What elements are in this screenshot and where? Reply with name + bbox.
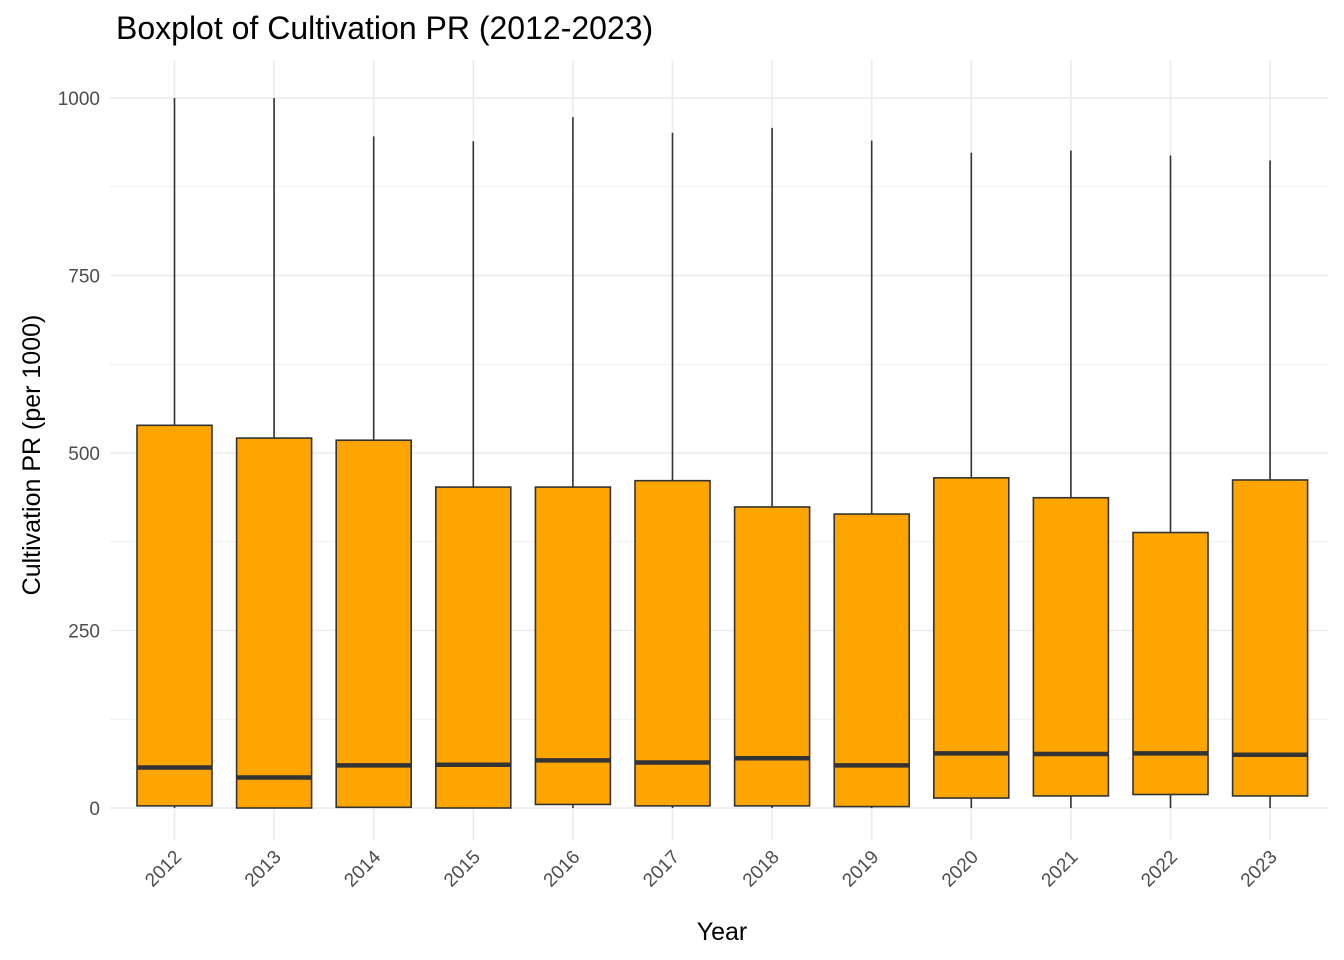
box-body: [335, 439, 413, 809]
y-tick-label: 250: [68, 622, 100, 643]
box-body: [932, 477, 1010, 799]
box-body: [1132, 531, 1209, 796]
x-tick-label: 2020: [938, 847, 983, 892]
y-tick-label: 0: [89, 799, 100, 820]
y-tick-label: 500: [68, 444, 100, 465]
box-body: [235, 437, 313, 809]
x-tick-label: 2017: [639, 847, 684, 892]
y-axis-title: Cultivation PR (per 1000): [18, 315, 46, 596]
chart-title: Boxplot of Cultivation PR (2012-2023): [116, 10, 654, 46]
x-tick-label: 2015: [440, 847, 485, 892]
box-2022: [1132, 155, 1209, 808]
x-tick-label: 2023: [1237, 847, 1282, 892]
box-body: [634, 479, 711, 807]
boxes: [136, 98, 1309, 809]
x-axis-title: Year: [697, 918, 748, 946]
y-axis-ticks: 0 250 500 750 1000: [58, 89, 100, 820]
x-tick-label: 2022: [1137, 847, 1182, 892]
x-tick-label: 2021: [1038, 847, 1083, 892]
box-2018: [733, 127, 811, 808]
box-2013: [235, 98, 313, 809]
box-body: [434, 486, 512, 809]
box-2019: [833, 140, 911, 808]
box-2016: [534, 117, 612, 808]
x-tick-label: 2019: [838, 847, 883, 892]
y-tick-label: 750: [68, 267, 100, 288]
box-2015: [434, 141, 512, 809]
box-2014: [335, 136, 413, 809]
box-body: [733, 506, 811, 807]
box-2023: [1231, 160, 1309, 808]
box-2017: [634, 132, 711, 808]
x-tick-label: 2014: [340, 846, 385, 891]
box-body: [833, 513, 911, 808]
x-tick-label: 2016: [540, 847, 585, 892]
box-2020: [932, 152, 1010, 808]
x-tick-label: 2012: [141, 847, 186, 892]
box-body: [136, 424, 213, 807]
box-body: [1032, 496, 1110, 797]
y-tick-label: 1000: [58, 89, 100, 110]
box-2021: [1032, 150, 1110, 808]
box-body: [1231, 479, 1309, 797]
box-2012: [136, 98, 213, 808]
x-tick-label: 2013: [241, 847, 286, 892]
box-body: [534, 486, 612, 806]
x-axis-ticks: 2012 2013 2014 2015 2016 2017 2018 2019 2020 2021…: [141, 846, 1281, 891]
x-tick-label: 2018: [739, 847, 784, 892]
